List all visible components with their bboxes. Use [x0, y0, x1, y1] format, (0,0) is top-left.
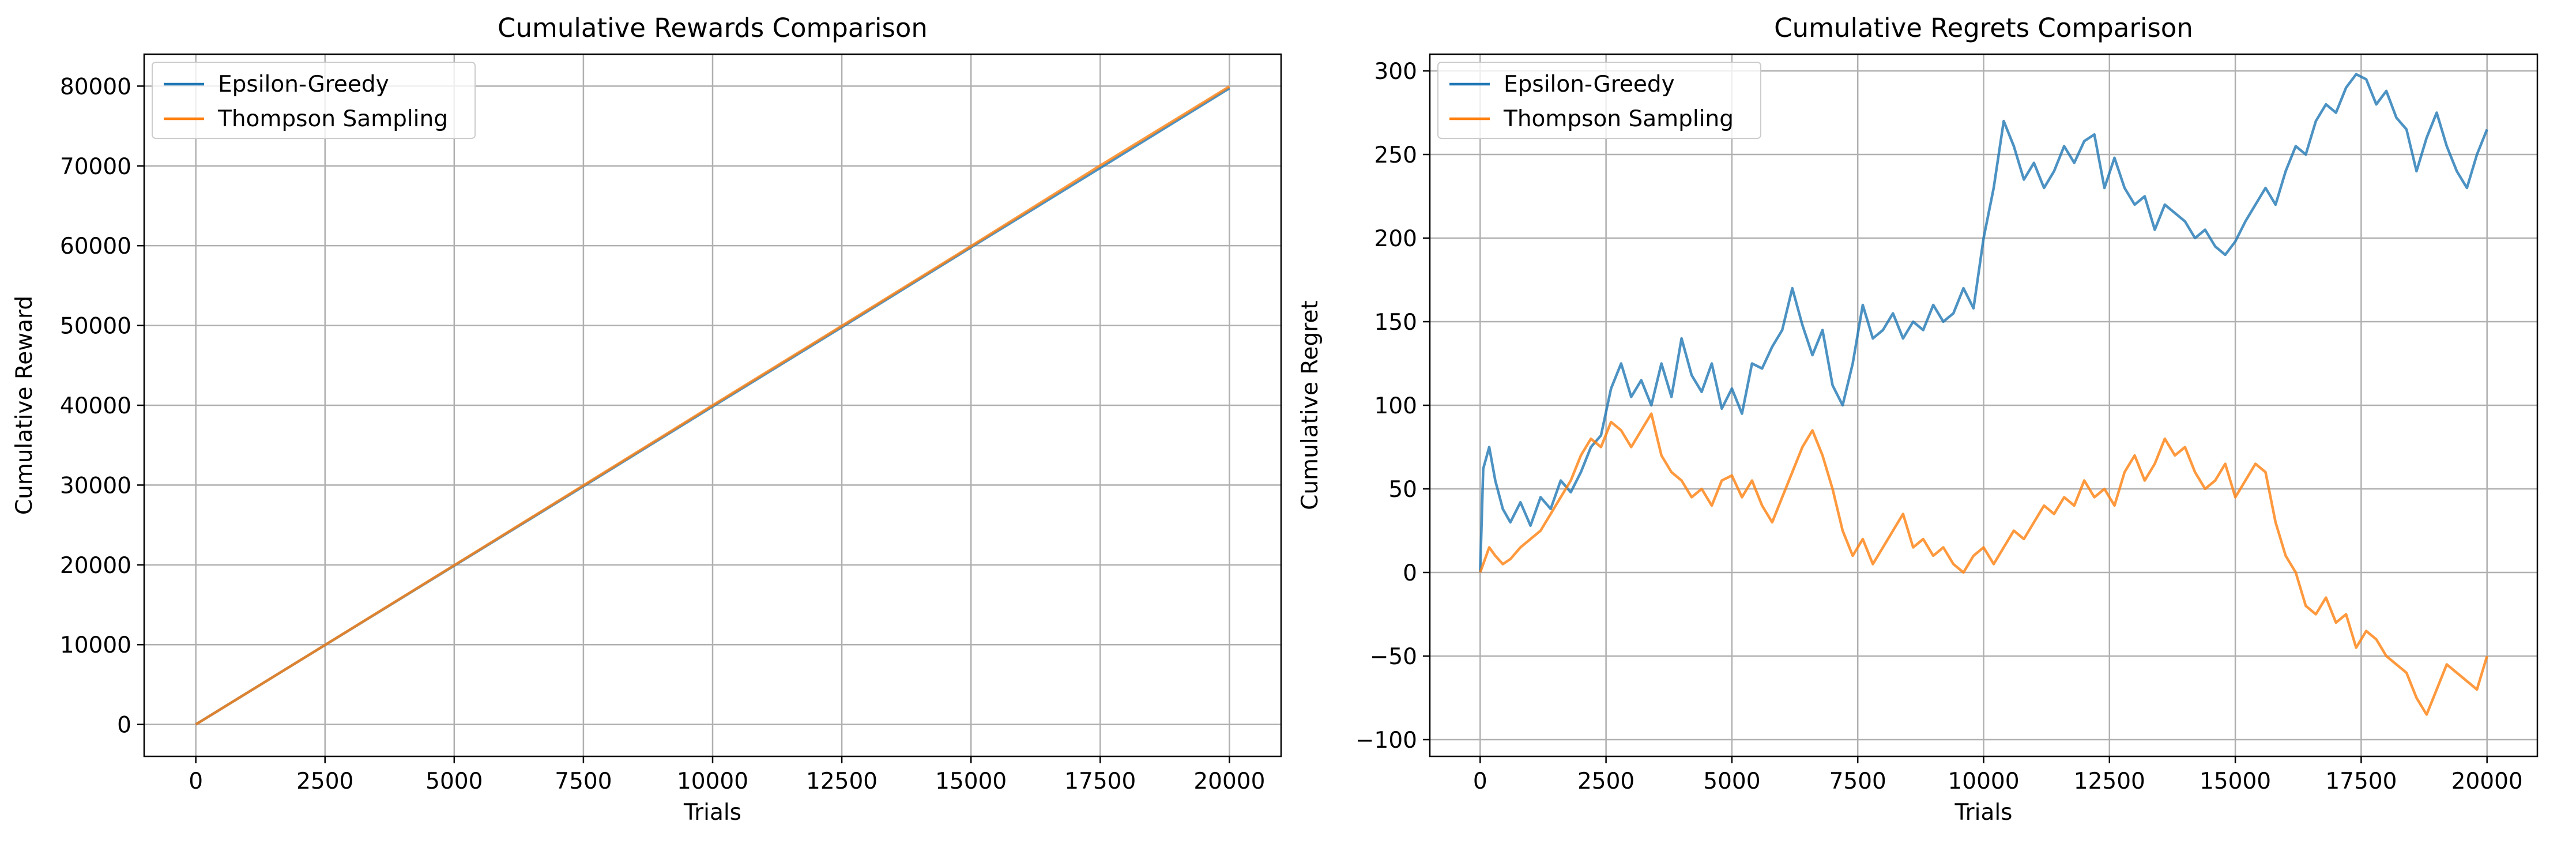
rewards-y-ticks: 0 10000 20000 30000 40000 50000 60000 70000 8000…: [60, 74, 144, 738]
regrets-x-ticks: 0 2500 5000 7500 10000 12500 15000 17500 20000: [1473, 756, 2523, 794]
rewards-x-tick-label: 15000: [935, 768, 1007, 794]
regrets-x-tick-label: 7500: [1829, 768, 1886, 794]
regrets-legend-label-thompson: Thompson Sampling: [1503, 106, 1734, 132]
regrets-x-tick-label: 12500: [2074, 768, 2145, 794]
rewards-y-tick-label: 10000: [60, 632, 131, 658]
regrets-y-tick-label: 300: [1374, 59, 1417, 85]
rewards-lines: [195, 85, 1230, 726]
rewards-x-tick-label: 2500: [296, 768, 353, 794]
regrets-legend: Epsilon-Greedy Thompson Sampling: [1437, 62, 1761, 139]
regrets-grid: [1430, 54, 2537, 756]
rewards-x-axis-label: Trials: [683, 800, 741, 826]
rewards-y-tick-label: 0: [117, 713, 131, 738]
regrets-legend-box: [1437, 62, 1761, 139]
rewards-legend-box: [152, 62, 476, 139]
rewards-x-tick-label: 0: [189, 768, 203, 794]
rewards-legend: Epsilon-Greedy Thompson Sampling: [152, 62, 476, 139]
regrets-y-tick-label: 0: [1403, 560, 1417, 586]
rewards-y-tick-label: 20000: [60, 553, 131, 579]
rewards-series-line-thompson-sampling: [195, 85, 1230, 726]
regrets-series-line-epsilon-greedy: [1479, 73, 2488, 573]
regrets-y-tick-label: 50: [1388, 477, 1417, 503]
regrets-series-line-thompson-sampling: [1479, 412, 2488, 716]
rewards-x-tick-label: 7500: [555, 768, 612, 794]
rewards-y-tick-label: 80000: [60, 74, 131, 100]
rewards-y-tick-label: 50000: [60, 314, 131, 340]
regrets-x-tick-label: 2500: [1577, 768, 1635, 794]
regrets-x-axis-label: Trials: [1954, 800, 2012, 826]
regrets-y-tick-label: −50: [1370, 644, 1417, 670]
regrets-x-tick-label: 17500: [2325, 768, 2397, 794]
regrets-y-tick-label: −100: [1355, 728, 1417, 753]
regrets-y-tick-label: 150: [1374, 310, 1417, 336]
regrets-y-tick-label: 100: [1374, 393, 1417, 419]
regrets-x-tick-label: 20000: [2451, 768, 2523, 794]
regrets-x-tick-label: 5000: [1703, 768, 1760, 794]
regrets-chart: 0 2500 5000 7500 10000 12500 15000 17500 20000 −…: [1297, 13, 2539, 826]
rewards-y-axis-label: Cumulative Reward: [12, 296, 37, 515]
regrets-y-ticks: −100 −50 0 50 100 150 200 250 300: [1355, 59, 1430, 753]
rewards-legend-label-thompson: Thompson Sampling: [217, 106, 448, 132]
regrets-x-tick-label: 10000: [1948, 768, 2019, 794]
rewards-y-tick-label: 30000: [60, 473, 131, 499]
rewards-x-tick-label: 20000: [1193, 768, 1265, 794]
rewards-y-tick-label: 40000: [60, 393, 131, 419]
regrets-x-tick-label: 15000: [2200, 768, 2271, 794]
rewards-y-tick-label: 60000: [60, 233, 131, 259]
rewards-x-tick-label: 17500: [1064, 768, 1136, 794]
rewards-y-tick-label: 70000: [60, 154, 131, 180]
rewards-x-tick-label: 5000: [425, 768, 483, 794]
regrets-chart-title: Cumulative Regrets Comparison: [1774, 13, 2193, 43]
regrets-y-axis-label: Cumulative Regret: [1297, 300, 1323, 510]
regrets-lines: [1479, 73, 2488, 716]
rewards-x-tick-label: 10000: [677, 768, 748, 794]
regrets-y-tick-label: 250: [1374, 142, 1417, 168]
rewards-chart: 0 2500 5000 7500 10000 12500 15000 17500 20000 0…: [12, 13, 1282, 826]
rewards-chart-title: Cumulative Rewards Comparison: [498, 13, 928, 43]
rewards-x-ticks: 0 2500 5000 7500 10000 12500 15000 17500 20000: [189, 756, 1265, 794]
regrets-y-tick-label: 200: [1374, 226, 1417, 252]
rewards-x-tick-label: 12500: [806, 768, 878, 794]
regrets-x-tick-label: 0: [1473, 768, 1487, 794]
regrets-legend-label-epsilon: Epsilon-Greedy: [1504, 71, 1675, 97]
rewards-legend-label-epsilon: Epsilon-Greedy: [218, 71, 389, 97]
